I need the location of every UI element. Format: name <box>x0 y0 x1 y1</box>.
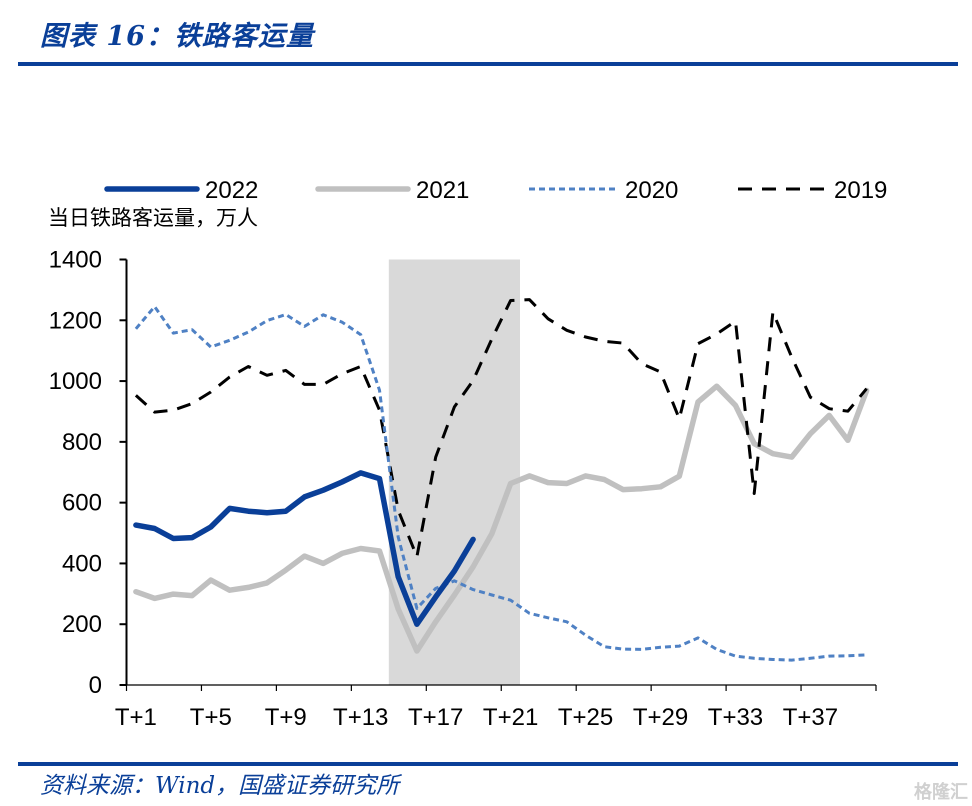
y-tick-label: 1000 <box>49 368 102 395</box>
x-tick-label: T+37 <box>783 704 838 731</box>
figure-title: 图表 16：铁路客运量 <box>40 21 314 52</box>
y-tick-label: 200 <box>62 611 102 638</box>
legend-label: 2019 <box>834 177 887 204</box>
x-tick-label: T+25 <box>558 704 613 731</box>
legend-label: 2020 <box>625 177 678 204</box>
legend-item-2020: 2020 <box>529 177 678 204</box>
series-line-2022 <box>133 470 476 627</box>
y-tick-label: 1400 <box>49 247 102 274</box>
y-tick-label: 800 <box>62 429 102 456</box>
x-tick-label: T+33 <box>708 704 763 731</box>
watermark-logo: 格隆汇 <box>914 782 968 802</box>
x-tick-label: T+5 <box>190 704 232 731</box>
x-tick-label: T+13 <box>333 704 388 731</box>
x-tick-label: T+9 <box>265 704 307 731</box>
title-rule <box>18 62 958 66</box>
series-line-2021 <box>133 383 870 654</box>
y-axis-unit-label: 当日铁路客运量，万人 <box>48 206 258 230</box>
y-tick-label: 0 <box>89 672 102 699</box>
y-tick-label: 600 <box>62 490 102 517</box>
x-tick-label: T+1 <box>115 704 157 731</box>
legend-item-2022: 2022 <box>104 177 258 204</box>
series-line-2020 <box>134 305 867 662</box>
legend-label: 2021 <box>416 177 469 204</box>
series-line-2019 <box>134 298 868 559</box>
source-rule <box>18 762 958 766</box>
y-tick-label: 400 <box>62 550 102 577</box>
legend-item-2021: 2021 <box>315 177 469 204</box>
legend-item-2019: 2019 <box>738 177 887 204</box>
x-tick-label: T+21 <box>483 704 538 731</box>
x-tick-label: T+17 <box>408 704 463 731</box>
y-tick-label: 1200 <box>49 307 102 334</box>
legend-label: 2022 <box>205 177 258 204</box>
source-note: 资料来源：Wind，国盛证券研究所 <box>40 773 400 799</box>
x-tick-label: T+29 <box>633 704 688 731</box>
